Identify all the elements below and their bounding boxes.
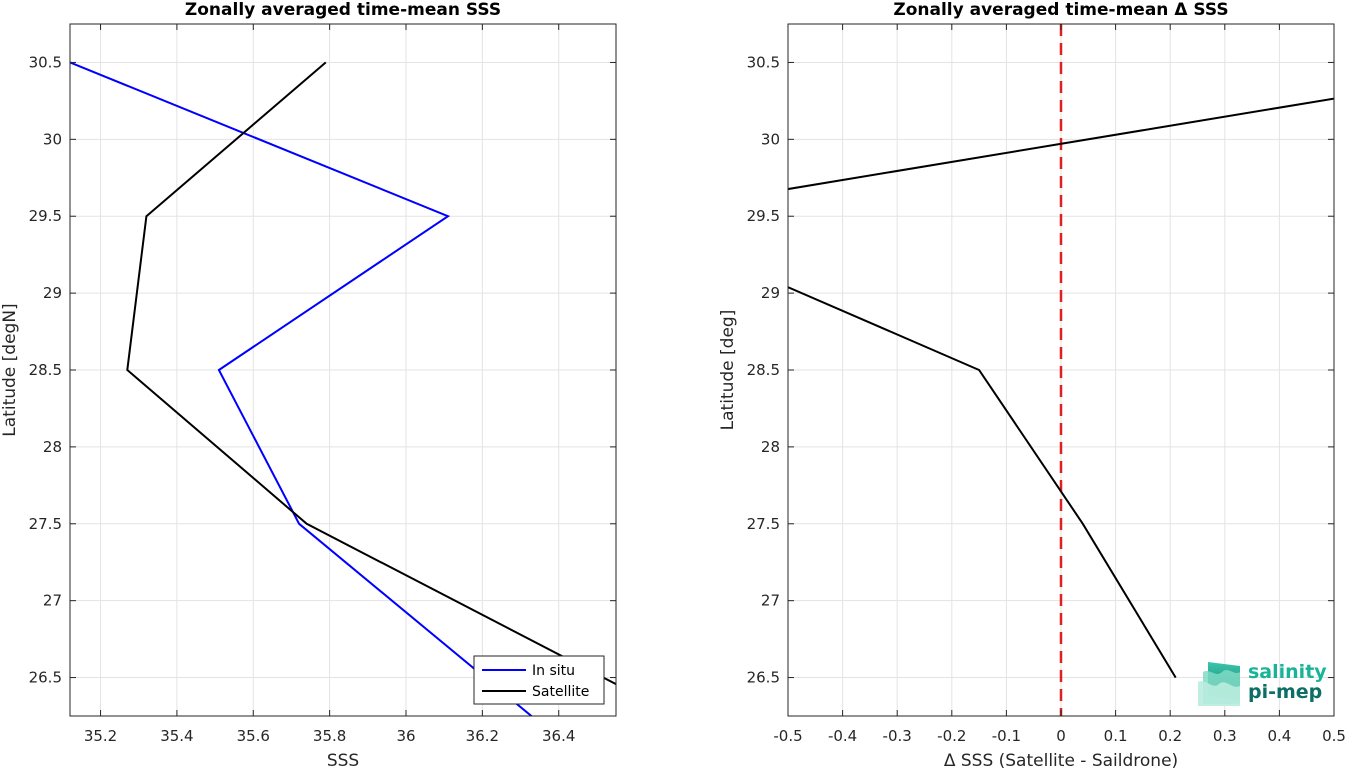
sss-x-tick-label: 36.4 <box>542 727 575 745</box>
sss-grid <box>70 24 616 716</box>
delta-x-tick-label: -0.1 <box>992 727 1021 745</box>
delta-y-tick-label: 30.5 <box>747 53 780 71</box>
logo-text-salinity: salinity <box>1248 661 1327 683</box>
sss-y-tick-label: 28 <box>43 438 62 456</box>
sss-y-tick-label: 26.5 <box>29 669 62 687</box>
delta-ticks: -0.5 -0.4 -0.3 -0.2 -0.1 0 0.1 0.2 0.3 0.4 0.5 26.5… <box>747 24 1346 745</box>
delta-y-tick-label: 29 <box>761 284 780 302</box>
satellite-series-line <box>126 61 616 686</box>
sss-chart-title: Zonally averaged time-mean SSS <box>185 0 501 20</box>
sss-x-tick-label: 35.8 <box>313 727 346 745</box>
sss-legend: In situ Satellite <box>473 655 605 705</box>
delta-y-tick-label: 30 <box>761 130 780 148</box>
in-situ-series-line <box>70 61 533 716</box>
sss-legend-box <box>473 655 605 705</box>
delta-y-tick-label: 29.5 <box>747 207 780 225</box>
delta-y-tick-label: 26.5 <box>747 669 780 687</box>
delta-x-tick-label: -0.5 <box>773 727 802 745</box>
delta-x-tick-label: 0.4 <box>1267 727 1291 745</box>
delta-x-tick-label: -0.3 <box>883 727 912 745</box>
sss-x-tick-label: 36.2 <box>466 727 499 745</box>
sss-x-tick-label: 36 <box>396 727 415 745</box>
delta-series-lines <box>788 24 1334 716</box>
delta-x-tick-label: 0.3 <box>1213 727 1237 745</box>
salinity-pimep-logo: salinity pi-mep <box>1198 661 1327 706</box>
sss-x-axis-label: SSS <box>327 751 359 769</box>
delta-x-tick-label: -0.4 <box>828 727 857 745</box>
delta-y-tick-label: 28.5 <box>747 361 780 379</box>
delta-chart-title: Zonally averaged time-mean Δ SSS <box>893 0 1228 20</box>
sss-ticks: 35.2 35.4 35.6 35.8 36 36.2 36.4 26.5 27 27.5 28 28… <box>29 24 616 745</box>
delta-series-line <box>788 97 1334 679</box>
sss-y-tick-label: 27 <box>43 592 62 610</box>
sss-series-lines <box>70 61 616 716</box>
sss-x-tick-label: 35.2 <box>84 727 117 745</box>
delta-y-axis-label: Latitude [deg] <box>718 310 738 431</box>
sss-panel: 35.2 35.4 35.6 35.8 36 36.2 36.4 26.5 27 27.5 28 28… <box>0 0 617 769</box>
delta-y-tick-label: 27 <box>761 592 780 610</box>
delta-x-tick-label: 0.2 <box>1158 727 1182 745</box>
sss-x-tick-label: 35.6 <box>237 727 270 745</box>
sss-y-tick-label: 30 <box>43 130 62 148</box>
legend-label-satellite: Satellite <box>532 684 589 700</box>
delta-y-tick-label: 27.5 <box>747 515 780 533</box>
sss-y-tick-label: 29.5 <box>29 207 62 225</box>
delta-x-tick-label: 0.5 <box>1322 727 1346 745</box>
delta-x-tick-label: 0 <box>1056 727 1066 745</box>
sss-y-tick-label: 27.5 <box>29 515 62 533</box>
sss-y-tick-label: 28.5 <box>29 361 62 379</box>
delta-x-tick-label: -0.2 <box>937 727 966 745</box>
sss-x-tick-label: 35.4 <box>160 727 193 745</box>
delta-x-tick-label: 0.1 <box>1104 727 1128 745</box>
delta-y-tick-label: 28 <box>761 438 780 456</box>
delta-sss-panel: -0.5 -0.4 -0.3 -0.2 -0.1 0 0.1 0.2 0.3 0.4 0.5 26.5… <box>718 0 1346 769</box>
logo-wave-icon <box>1198 662 1240 706</box>
logo-text-pimep: pi-mep <box>1248 681 1322 703</box>
sss-y-tick-label: 30.5 <box>29 53 62 71</box>
sss-y-tick-label: 29 <box>43 284 62 302</box>
legend-label-in-situ: In situ <box>532 663 575 679</box>
sss-y-axis-label: Latitude [degN] <box>0 303 20 436</box>
delta-x-axis-label: Δ SSS (Satellite - Saildrone) <box>944 751 1178 769</box>
